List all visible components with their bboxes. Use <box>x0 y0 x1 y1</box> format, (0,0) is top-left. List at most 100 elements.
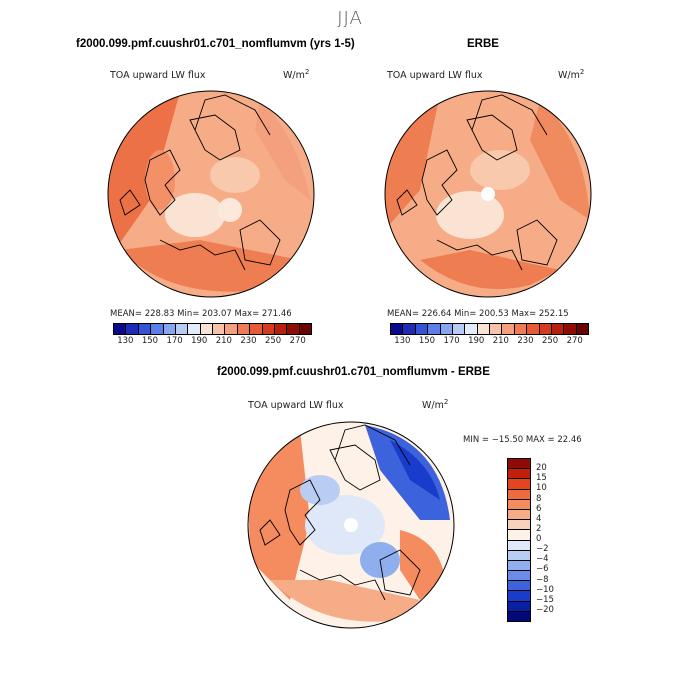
colorbar-swatch <box>508 530 530 541</box>
colorbar-tick-label: −4 <box>536 554 549 565</box>
colorbar-swatch <box>508 591 530 602</box>
obs-colorbar <box>390 323 589 335</box>
model-panel-title: f2000.099.pmf.cuushr01.c701_nomflumvm (y… <box>76 38 355 50</box>
obs-colorbar-ticks: 130 150 170 190 210 230 250 270 <box>390 336 587 348</box>
colorbar-swatch <box>262 324 275 334</box>
model-variable-label: TOA upward LW flux <box>110 70 206 81</box>
colorbar-swatch <box>508 611 530 621</box>
model-units-label: W/m2 <box>283 68 310 82</box>
colorbar-tick-label: 250 <box>541 336 559 346</box>
difference-colorbar <box>507 458 531 622</box>
colorbar-tick-label: 10 <box>536 483 547 494</box>
colorbar-swatch <box>188 324 201 334</box>
colorbar-swatch <box>564 324 577 334</box>
colorbar-swatch <box>508 509 530 521</box>
colorbar-swatch <box>508 479 530 490</box>
colorbar-swatch <box>527 324 540 334</box>
colorbar-tick-label: 150 <box>141 336 159 346</box>
colorbar-swatch <box>508 601 530 612</box>
colorbar-swatch <box>502 324 515 334</box>
obs-stats: MEAN= 226.64 Min= 200.53 Max= 252.15 <box>387 309 569 319</box>
colorbar-tick-label: 190 <box>191 336 208 346</box>
colorbar-tick-label: 270 <box>566 336 583 346</box>
colorbar-swatch <box>508 571 530 582</box>
difference-variable-label: TOA upward LW flux <box>248 400 344 411</box>
colorbar-swatch <box>213 324 226 334</box>
colorbar-swatch <box>514 324 528 334</box>
difference-stats: MIN = −15.50 MAX = 22.46 <box>463 435 582 445</box>
colorbar-swatch <box>508 581 530 592</box>
colorbar-swatch <box>225 324 238 334</box>
colorbar-tick-label: 210 <box>215 336 232 346</box>
colorbar-tick-label: 230 <box>240 336 257 346</box>
colorbar-tick-label: 210 <box>492 336 509 346</box>
colorbar-tick-label: 6 <box>536 503 542 514</box>
obs-units-label: W/m2 <box>558 68 585 82</box>
colorbar-swatch <box>274 324 288 334</box>
colorbar-swatch <box>151 324 164 334</box>
difference-polar-map <box>248 422 454 628</box>
colorbar-tick-label: 8 <box>536 493 542 504</box>
colorbar-swatch <box>576 324 588 334</box>
colorbar-swatch <box>440 324 453 334</box>
difference-panel-title: f2000.099.pmf.cuushr01.c701_nomflumvm - … <box>217 366 490 378</box>
colorbar-swatch <box>403 324 416 334</box>
colorbar-swatch <box>508 540 530 551</box>
colorbar-swatch <box>299 324 311 334</box>
colorbar-swatch <box>508 469 530 480</box>
colorbar-tick-label: −10 <box>536 584 554 595</box>
model-colorbar-ticks: 130 150 170 190 210 230 250 270 <box>113 336 310 348</box>
colorbar-swatch <box>250 324 263 334</box>
colorbar-tick-label: 130 <box>117 336 134 346</box>
season-title: JJA <box>337 8 363 29</box>
colorbar-swatch <box>163 324 176 334</box>
colorbar-swatch <box>539 324 552 334</box>
colorbar-swatch <box>508 489 530 500</box>
colorbar-swatch <box>477 324 490 334</box>
model-colorbar <box>113 323 312 335</box>
colorbar-swatch <box>287 324 300 334</box>
colorbar-swatch <box>237 324 251 334</box>
colorbar-tick-label: 20 <box>536 463 547 474</box>
colorbar-swatch <box>138 324 152 334</box>
colorbar-tick-label: 230 <box>517 336 534 346</box>
colorbar-tick-label: 15 <box>536 473 547 484</box>
model-polar-map <box>108 91 314 297</box>
colorbar-swatch <box>126 324 139 334</box>
obs-variable-label: TOA upward LW flux <box>387 70 483 81</box>
colorbar-tick-label: 130 <box>394 336 411 346</box>
colorbar-swatch <box>391 324 404 334</box>
obs-polar-map <box>385 91 591 297</box>
colorbar-swatch <box>452 324 466 334</box>
colorbar-swatch <box>508 550 530 561</box>
colorbar-tick-label: −15 <box>536 594 554 605</box>
colorbar-swatch <box>415 324 429 334</box>
colorbar-swatch <box>551 324 565 334</box>
colorbar-swatch <box>490 324 503 334</box>
obs-panel-title: ERBE <box>467 38 499 50</box>
colorbar-tick-label: −6 <box>536 564 549 575</box>
colorbar-tick-label: −20 <box>536 604 554 615</box>
colorbar-tick-label: 270 <box>289 336 306 346</box>
colorbar-swatch <box>508 560 530 572</box>
colorbar-tick-label: 190 <box>468 336 485 346</box>
colorbar-tick-label: 170 <box>443 336 460 346</box>
difference-units-label: W/m2 <box>422 398 449 412</box>
colorbar-tick-label: −8 <box>536 574 549 585</box>
colorbar-tick-label: 250 <box>264 336 282 346</box>
colorbar-tick-label: 2 <box>536 523 542 534</box>
colorbar-tick-label: −2 <box>536 544 549 555</box>
colorbar-swatch <box>175 324 189 334</box>
colorbar-swatch <box>465 324 478 334</box>
colorbar-tick-label: 4 <box>536 513 542 524</box>
colorbar-swatch <box>508 499 530 510</box>
model-stats: MEAN= 228.83 Min= 203.07 Max= 271.46 <box>110 309 292 319</box>
difference-colorbar-ticks: 20 15 10 8 6 4 2 0 −2 −4 −6 −8 −10 −15 −20 <box>536 458 576 620</box>
colorbar-tick-label: 150 <box>418 336 436 346</box>
colorbar-tick-label: 0 <box>536 534 542 544</box>
colorbar-swatch <box>508 459 530 470</box>
colorbar-tick-label: 170 <box>166 336 183 346</box>
colorbar-swatch <box>200 324 213 334</box>
colorbar-swatch <box>114 324 127 334</box>
